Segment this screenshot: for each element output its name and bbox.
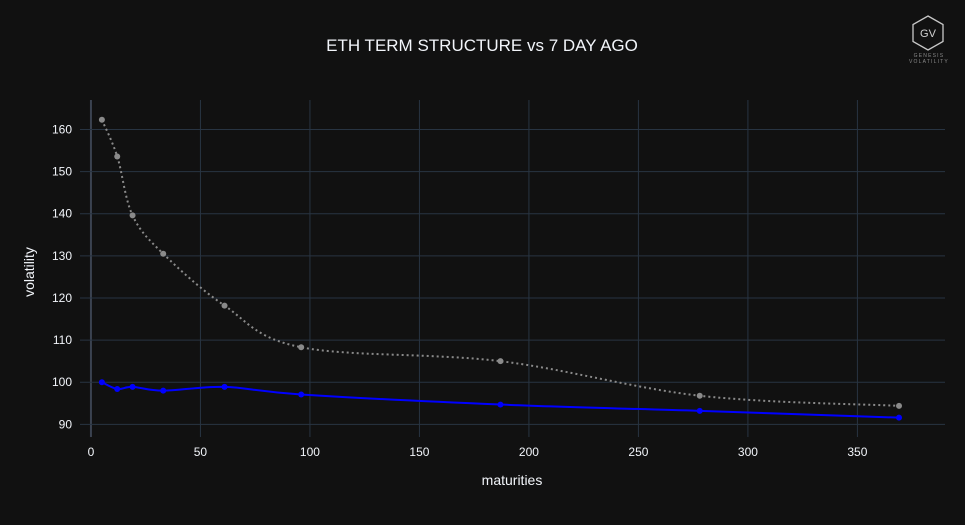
series-0-point — [221, 302, 228, 309]
series-0-point — [160, 250, 167, 257]
y-tick-label: 160 — [52, 122, 72, 136]
series-layer — [98, 116, 903, 421]
logo-line2: VOLATILITY — [909, 59, 949, 65]
x-tick-label: 0 — [88, 445, 95, 459]
series-1-point — [221, 383, 228, 390]
logo: GV GENESIS VOLATILITY — [909, 15, 949, 65]
chart-title: ETH TERM STRUCTURE vs 7 DAY AGO — [326, 36, 638, 55]
series-1-point — [129, 383, 136, 390]
series-1-point — [160, 387, 167, 394]
series-1-point — [497, 401, 504, 408]
x-axis-title: maturities — [482, 472, 543, 488]
series-0-point — [98, 116, 105, 123]
series-1-point — [114, 385, 121, 392]
y-tick-label: 130 — [52, 249, 72, 263]
logo-line1: GENESIS — [914, 53, 945, 59]
x-tick-label: 100 — [300, 445, 320, 459]
x-tick-label: 250 — [628, 445, 648, 459]
series-1-point — [98, 379, 105, 386]
x-tick-label: 200 — [519, 445, 539, 459]
x-tick-label: 350 — [847, 445, 867, 459]
y-tick-label: 120 — [52, 291, 72, 305]
logo-mark: GV — [920, 28, 937, 40]
y-tick-label: 150 — [52, 165, 72, 179]
y-tick-label: 100 — [52, 375, 72, 389]
x-tick-label: 150 — [409, 445, 429, 459]
series-1-point — [298, 391, 305, 398]
grid — [80, 100, 945, 437]
hexagon-logo-icon — [912, 15, 944, 51]
x-tick-label: 50 — [194, 445, 208, 459]
series-0-point — [696, 392, 703, 399]
y-axis-title: volatility — [21, 247, 37, 297]
series-0-point — [896, 402, 903, 409]
y-tick-label: 110 — [53, 333, 72, 347]
series-0-point — [298, 344, 305, 351]
x-tick-label: 300 — [738, 445, 758, 459]
series-0-point — [497, 358, 504, 365]
series-1-point — [696, 407, 703, 414]
y-tick-label: 90 — [59, 417, 73, 431]
tick-labels: 0 50 100 150 200 250 300 350 90 100 110 120 130 140 15… — [52, 122, 868, 459]
series-1-point — [896, 414, 903, 421]
y-tick-label: 140 — [52, 207, 72, 221]
series-0-point — [114, 153, 121, 160]
series-0-point — [129, 212, 136, 219]
